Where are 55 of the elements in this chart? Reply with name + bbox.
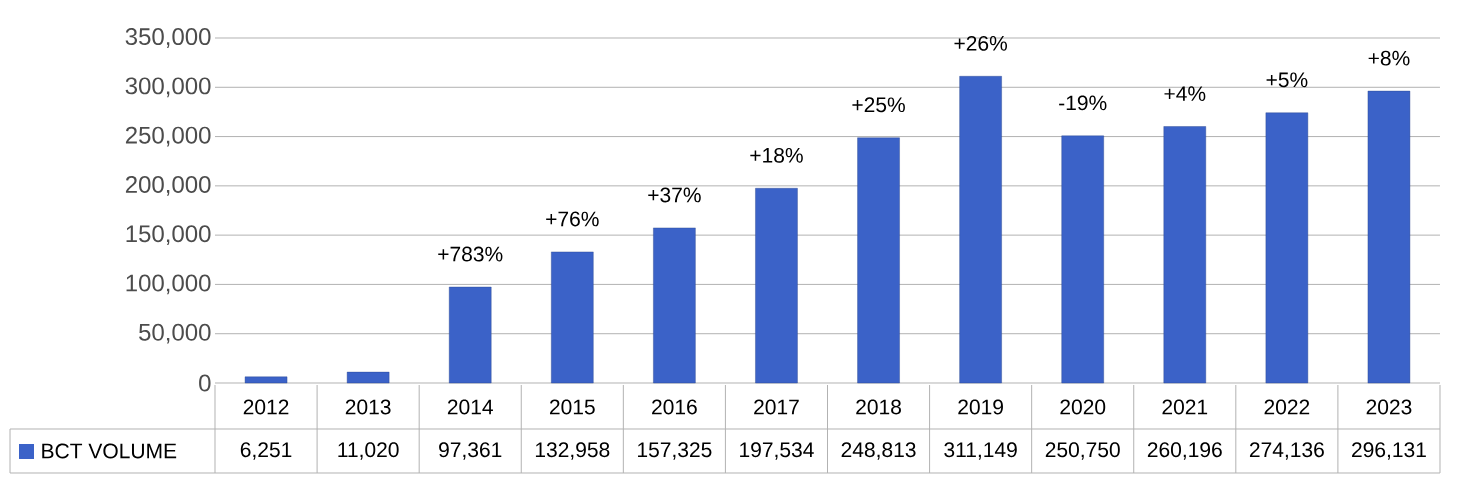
annotation: +18% (750, 147, 803, 163)
y-tick-label: 350,000 (125, 28, 211, 48)
bar (857, 137, 900, 384)
data-label: 311,149 (944, 442, 1017, 460)
y-tick-label: 250,000 (125, 126, 211, 147)
bar (244, 376, 288, 384)
x-tick-label: 2023 (1366, 399, 1412, 415)
data-label: 296,131 (1352, 442, 1426, 460)
x-tick-label: 2021 (1162, 399, 1208, 415)
x-tick-label: 2015 (549, 399, 595, 415)
y-tick-label: 300,000 (125, 77, 211, 98)
bar (755, 188, 798, 384)
y-tick-label: 50,000 (139, 323, 211, 344)
annotation: -19% (1059, 95, 1107, 111)
x-tick-label: 2014 (447, 399, 493, 415)
y-tick-label: 150,000 (126, 225, 211, 246)
annotation: +8% (1368, 50, 1410, 66)
x-tick-label: 2016 (652, 399, 697, 415)
data-label: 6,251 (240, 442, 292, 460)
y-tick-label: 100,000 (126, 274, 211, 295)
bar (1367, 90, 1411, 384)
bar (959, 76, 1002, 384)
annotation: +26% (954, 35, 1008, 51)
annotation: +76% (546, 211, 599, 227)
data-label: 157,325 (638, 442, 712, 460)
bar (1061, 135, 1104, 384)
data-label: 274,136 (1249, 442, 1324, 460)
x-tick-label: 2013 (345, 399, 391, 415)
bar (1265, 112, 1309, 384)
bar (1163, 126, 1206, 384)
x-tick-label: 2019 (958, 399, 1003, 415)
data-label: 197,534 (740, 442, 814, 460)
y-tick-label: 0 (199, 374, 211, 392)
annotation: +783% (438, 246, 503, 262)
bar (551, 251, 594, 384)
data-label: 132,958 (535, 442, 610, 460)
annotation: +5% (1266, 72, 1308, 88)
y-tick-label: 200,000 (125, 175, 211, 196)
data-label: 11,020 (338, 442, 399, 460)
data-label: 248,813 (841, 442, 916, 460)
annotation: +4% (1164, 86, 1206, 101)
x-tick-label: 2018 (856, 399, 901, 415)
bar (653, 227, 696, 384)
legend-label: BCT VOLUME (42, 443, 177, 459)
data-label: 250,750 (1045, 442, 1120, 460)
data-label: 260,196 (1147, 442, 1222, 460)
annotation: +25% (852, 97, 905, 113)
x-tick-label: 2020 (1060, 399, 1106, 415)
x-tick-label: 2022 (1264, 399, 1310, 415)
x-tick-label: 2012 (243, 399, 289, 415)
bar (449, 286, 492, 384)
x-tick-label: 2017 (754, 399, 799, 415)
annotation: +37% (648, 187, 701, 203)
bar (346, 371, 390, 384)
data-label: 97,361 (439, 442, 502, 460)
